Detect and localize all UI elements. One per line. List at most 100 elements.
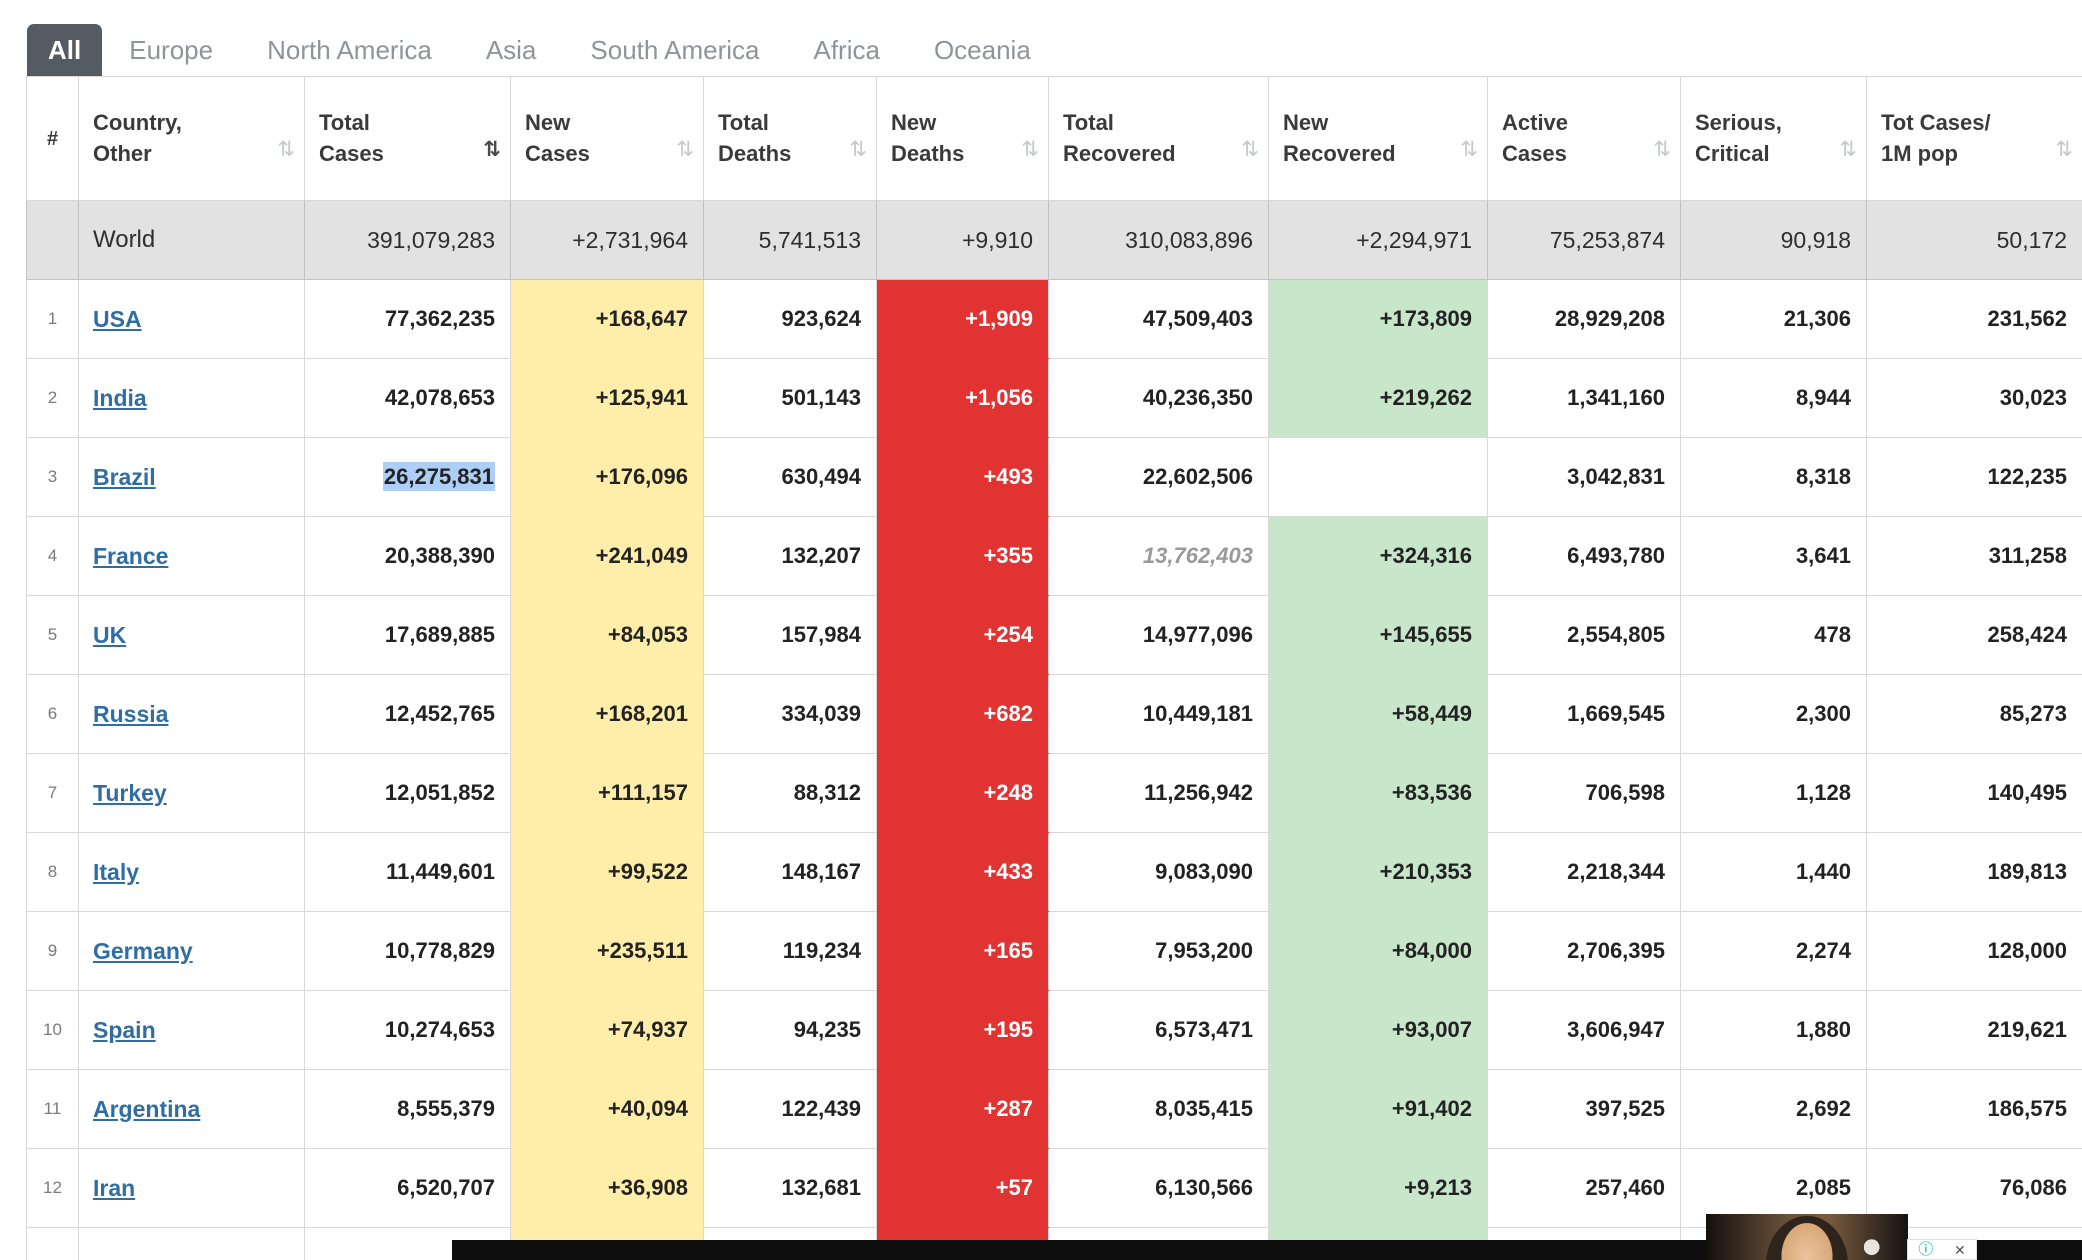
country-row-argentina-cases-per-1m: 186,575 bbox=[1866, 1069, 2082, 1149]
country-row-uk-country: UK bbox=[78, 595, 305, 675]
country-row-germany-total-recovered: 7,953,200 bbox=[1048, 911, 1269, 991]
country-link[interactable]: Spain bbox=[93, 1016, 156, 1043]
tab-africa[interactable]: Africa bbox=[813, 35, 880, 65]
sort-toggle-icon[interactable]: ⇅ bbox=[849, 137, 867, 161]
sort-toggle-icon[interactable]: ⇅ bbox=[1021, 137, 1039, 161]
country-row-argentina-total-deaths: 122,439 bbox=[703, 1069, 877, 1149]
header-serious-critical[interactable]: Serious, Critical ⇅ bbox=[1680, 76, 1867, 201]
header-label: 1M pop bbox=[1881, 140, 1958, 166]
country-link[interactable]: France bbox=[93, 542, 169, 569]
sort-toggle-icon[interactable]: ⇅ bbox=[1241, 137, 1259, 161]
country-row-argentina-new-deaths: +287 bbox=[876, 1069, 1049, 1149]
world-row-country: World bbox=[78, 200, 305, 280]
country-row-india-new-cases: +125,941 bbox=[510, 358, 704, 438]
country-row-india-total-recovered: 40,236,350 bbox=[1048, 358, 1269, 438]
country-row-spain-new-deaths: +195 bbox=[876, 990, 1049, 1070]
country-row-turkey-new-recovered: +83,536 bbox=[1268, 753, 1488, 833]
header-total-recovered[interactable]: Total Recovered ⇅ bbox=[1048, 76, 1269, 201]
country-link[interactable]: Argentina bbox=[93, 1095, 201, 1122]
tab-oceania[interactable]: Oceania bbox=[933, 35, 1031, 65]
country-link[interactable]: USA bbox=[93, 305, 142, 332]
tab-south-america[interactable]: South America bbox=[590, 35, 760, 65]
country-row-italy-total-deaths: 148,167 bbox=[703, 832, 877, 912]
sort-toggle-icon[interactable]: ⇅ bbox=[1839, 137, 1857, 161]
country-row-spain-cases-per-1m: 219,621 bbox=[1866, 990, 2082, 1070]
country-row-russia-new-deaths: +682 bbox=[876, 674, 1049, 754]
header-total-cases[interactable]: Total Cases ⇅ bbox=[304, 76, 511, 201]
country-link[interactable]: Iran bbox=[93, 1174, 136, 1201]
covid-stats-table: # Country, Other ⇅ Total Cases ⇅ New Cases ⇅ Total… bbox=[26, 76, 2082, 1260]
world-row-cases-per-1m: 50,172 bbox=[1866, 200, 2082, 280]
country-row-argentina: 11 Argentina 8,555,379 +40,094 122,439 +287 8,… bbox=[26, 1069, 2082, 1149]
sort-toggle-icon[interactable]: ⇅ bbox=[277, 137, 295, 161]
video-ad-thumbnail[interactable] bbox=[1706, 1214, 1908, 1260]
country-row-brazil-total-recovered: 22,602,506 bbox=[1048, 437, 1269, 517]
selected-text-highlight: 26,275,831 bbox=[382, 462, 495, 491]
country-link[interactable]: Russia bbox=[93, 700, 169, 727]
country-row-usa-new-deaths: +1,909 bbox=[876, 279, 1049, 359]
sort-toggle-icon[interactable]: ⇅ bbox=[2055, 137, 2073, 161]
country-row-turkey-active-cases: 706,598 bbox=[1487, 753, 1681, 833]
country-row-argentina-total-cases: 8,555,379 bbox=[304, 1069, 511, 1149]
country-row-india-country: India bbox=[78, 358, 305, 438]
region-tabs: All Europe North America Asia South America A… bbox=[27, 0, 2082, 76]
header-label: Cases bbox=[319, 140, 384, 166]
header-total-deaths[interactable]: Total Deaths ⇅ bbox=[703, 76, 877, 201]
country-row-france-new-cases: +241,049 bbox=[510, 516, 704, 596]
country-link[interactable]: India bbox=[93, 384, 147, 411]
country-row-uk-cases-per-1m: 258,424 bbox=[1866, 595, 2082, 675]
tab-europe[interactable]: Europe bbox=[129, 35, 214, 65]
country-link[interactable]: UK bbox=[93, 621, 127, 648]
country-row-france-new-deaths: +355 bbox=[876, 516, 1049, 596]
country-row-india-active-cases: 1,341,160 bbox=[1487, 358, 1681, 438]
adchoices-info-icon[interactable]: ⓘ bbox=[1918, 1241, 1934, 1258]
header-new-recovered[interactable]: New Recovered ⇅ bbox=[1268, 76, 1488, 201]
country-link[interactable]: Turkey bbox=[93, 779, 167, 806]
sort-toggle-icon[interactable]: ⇅ bbox=[676, 137, 694, 161]
header-active-cases[interactable]: Active Cases ⇅ bbox=[1487, 76, 1681, 201]
header-new-cases[interactable]: New Cases ⇅ bbox=[510, 76, 704, 201]
country-row-india-cases-per-1m: 30,023 bbox=[1866, 358, 2082, 438]
country-row-india-new-recovered: +219,262 bbox=[1268, 358, 1488, 438]
header-label: Active bbox=[1502, 109, 1569, 135]
country-link[interactable]: Brazil bbox=[93, 463, 156, 490]
country-link[interactable]: Germany bbox=[93, 937, 193, 964]
country-row-italy-new-recovered: +210,353 bbox=[1268, 832, 1488, 912]
country-row-turkey-cases-per-1m: 140,495 bbox=[1866, 753, 2082, 833]
header-new-deaths[interactable]: New Deaths ⇅ bbox=[876, 76, 1049, 201]
country-row-argentina-new-recovered: +91,402 bbox=[1268, 1069, 1488, 1149]
country-row-argentina-country: Argentina bbox=[78, 1069, 305, 1149]
header-cases-per-1m[interactable]: Tot Cases/1M pop ⇅ bbox=[1866, 76, 2082, 201]
header-label: Deaths bbox=[891, 140, 965, 166]
country-row-italy: 8 Italy 11,449,601 +99,522 148,167 +433 9,083,… bbox=[26, 832, 2082, 912]
country-row-turkey-rank: 7 bbox=[26, 753, 79, 833]
sort-toggle-icon[interactable]: ⇅ bbox=[1653, 137, 1671, 161]
country-row-france-active-cases: 6,493,780 bbox=[1487, 516, 1681, 596]
country-row-spain-new-cases: +74,937 bbox=[510, 990, 704, 1070]
country-row-india-total-cases: 42,078,653 bbox=[304, 358, 511, 438]
country-link[interactable]: Italy bbox=[93, 858, 140, 885]
country-row-uk-new-cases: +84,053 bbox=[510, 595, 704, 675]
sort-descending-icon[interactable]: ⇅ bbox=[483, 137, 501, 161]
country-row-italy-rank: 8 bbox=[26, 832, 79, 912]
header-label: Serious, bbox=[1695, 109, 1782, 135]
tab-north-america[interactable]: North America bbox=[267, 35, 432, 65]
video-player-bar[interactable] bbox=[452, 1240, 2082, 1260]
sort-toggle-icon[interactable]: ⇅ bbox=[1460, 137, 1478, 161]
country-row-france-new-recovered: +324,316 bbox=[1268, 516, 1488, 596]
country-row-france-total-deaths: 132,207 bbox=[703, 516, 877, 596]
tab-all[interactable]: All bbox=[27, 24, 103, 76]
country-row-spain-country: Spain bbox=[78, 990, 305, 1070]
header-label: New bbox=[525, 109, 571, 135]
ad-close-icon[interactable]: ✕ bbox=[1953, 1241, 1966, 1258]
country-row-turkey-serious-critical: 1,128 bbox=[1680, 753, 1867, 833]
country-row-uk-rank: 5 bbox=[26, 595, 79, 675]
header-label: Recovered bbox=[1063, 140, 1176, 166]
ad-controls: ⓘ ✕ bbox=[1907, 1239, 1977, 1260]
tab-asia[interactable]: Asia bbox=[485, 35, 537, 65]
country-row-india: 2 India 42,078,653 +125,941 501,143 +1,056 40,… bbox=[26, 358, 2082, 438]
country-row-iran: 12 Iran 6,520,707 +36,908 132,681 +57 6,130,56… bbox=[26, 1148, 2082, 1228]
header-country[interactable]: Country, Other ⇅ bbox=[78, 76, 305, 201]
country-row-russia-new-recovered: +58,449 bbox=[1268, 674, 1488, 754]
